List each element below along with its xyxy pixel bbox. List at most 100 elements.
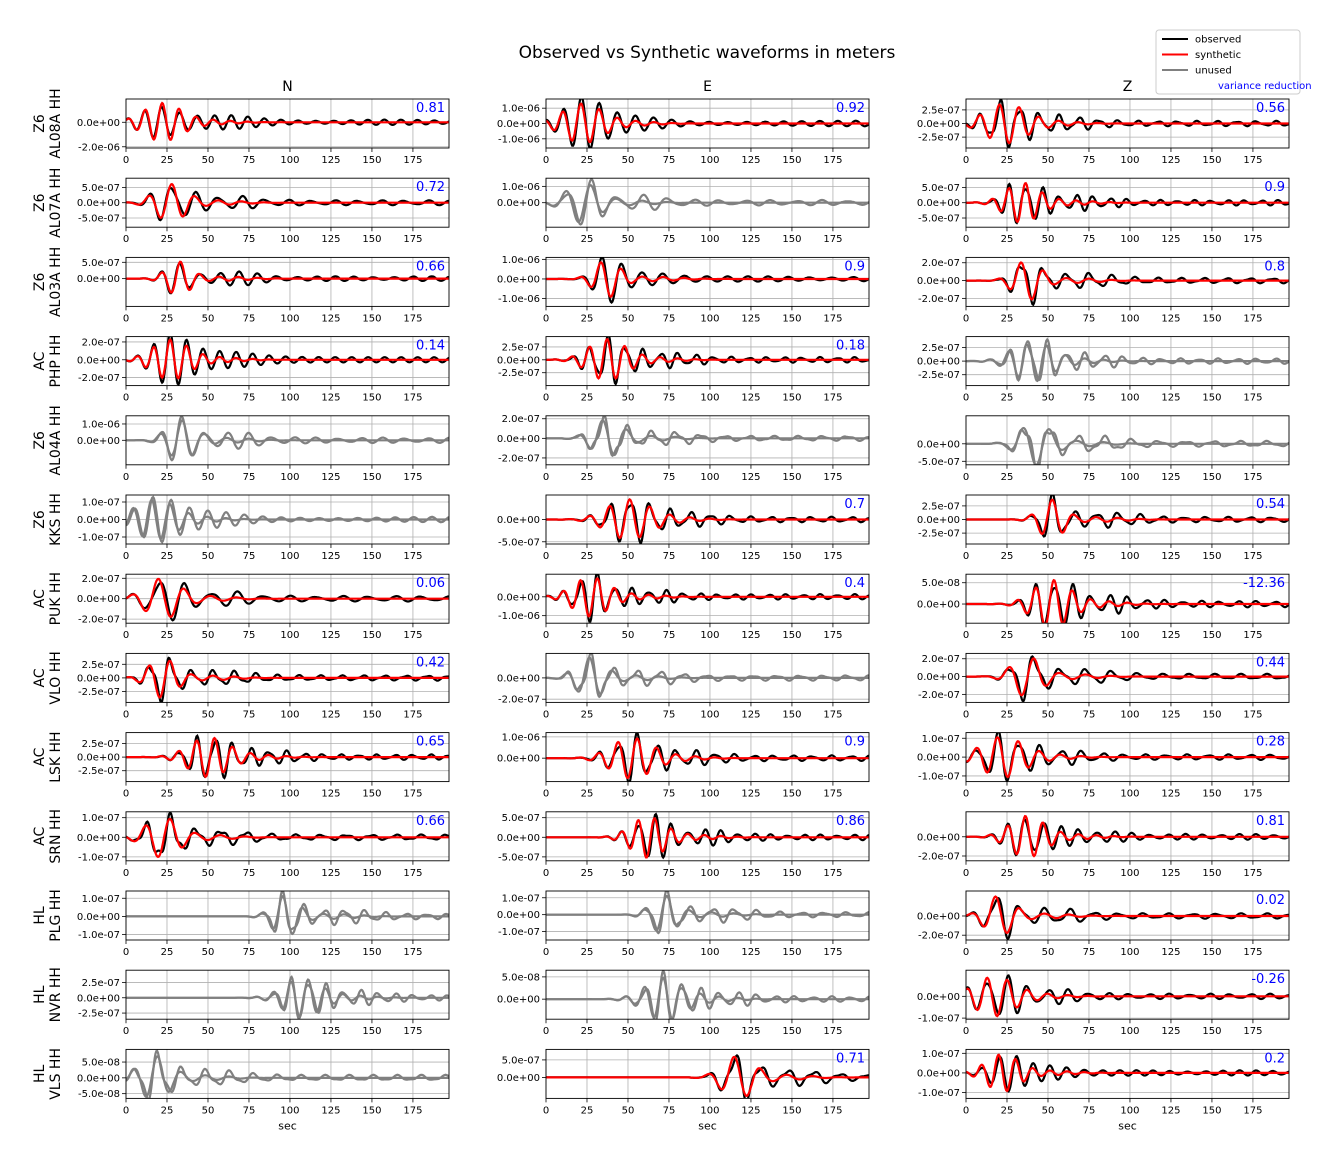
x-tick-label: 50	[1042, 472, 1055, 483]
station-label: ACPUK HH	[32, 572, 64, 625]
station-row: HLVLS HH 0 25 50 75 100 125 150 175 5.0e-08 0.0e+0…	[32, 1048, 1290, 1132]
legend-label-unused: unused	[1195, 66, 1232, 77]
x-tick-label: 100	[280, 1026, 299, 1037]
y-tick-label: -1.0e-07	[918, 1014, 960, 1025]
panel-frame	[545, 573, 870, 624]
y-tick-label: 5.0e-07	[502, 813, 540, 824]
x-tick-label: 25	[161, 789, 174, 800]
y-tick-label: 2.5e-07	[922, 501, 960, 512]
variance-reduction-value: 0.86	[836, 814, 865, 829]
panel-z: 0 25 50 75 100 125 150 175 0.0e+00 -2.0e-07 0.81	[917, 811, 1290, 879]
y-tick-label: -1.0e-07	[78, 533, 120, 544]
x-tick-label: 150	[1202, 630, 1221, 641]
unused-synthetic-waveform	[126, 978, 449, 1019]
x-tick-label: 50	[1042, 947, 1055, 958]
x-tick-label: 0	[543, 472, 549, 483]
x-tick-label: 125	[1161, 155, 1180, 166]
station-label: Z6KKS HH	[32, 493, 64, 546]
x-tick-label: 75	[1083, 155, 1096, 166]
panel-n: 0 25 50 75 100 125 150 175 1.0e-07 0.0e+00 -1.0e-0…	[77, 494, 450, 562]
x-tick-label: 25	[581, 709, 594, 720]
y-tick-label: 0.0e+00	[77, 993, 120, 1004]
x-tick-label: 175	[823, 155, 842, 166]
y-tick-label: 0.0e+00	[497, 1073, 540, 1084]
panel-z: 0 25 50 75 100 125 150 175 5.0e-08 0.0e+00 -12.36	[917, 573, 1290, 641]
x-tick-label: 25	[581, 472, 594, 483]
x-tick-label: 50	[622, 709, 635, 720]
observed-waveform	[126, 106, 449, 139]
panel-frame	[965, 811, 1290, 862]
station-label: ACPHP HH	[32, 335, 64, 388]
x-tick-label: 150	[1202, 947, 1221, 958]
x-tick-label: 50	[1042, 234, 1055, 245]
x-tick-label: 50	[202, 709, 215, 720]
x-tick-label: 25	[581, 551, 594, 562]
y-tick-label: 0.0e+00	[917, 753, 960, 764]
x-tick-label: 100	[1120, 630, 1139, 641]
x-tick-label: 125	[1161, 1105, 1180, 1116]
x-tick-label: 75	[663, 868, 676, 879]
x-tick-label: 0	[123, 1026, 129, 1037]
x-tick-label: 25	[161, 313, 174, 324]
y-tick-label: -2.5e-07	[918, 370, 960, 381]
x-tick-label: 125	[321, 630, 340, 641]
panel-z: 0 25 50 75 100 125 150 175 2.0e-07 0.0e+00 -2.0e-0…	[917, 256, 1290, 324]
station-label: Z6AL07A HH	[32, 168, 64, 238]
x-tick-label: 0	[543, 868, 549, 879]
x-tick-label: 175	[1243, 1105, 1262, 1116]
x-tick-label: 125	[321, 868, 340, 879]
x-tick-label: 100	[700, 155, 719, 166]
y-tick-label: -1.0e-06	[498, 611, 540, 622]
synthetic-waveform	[126, 577, 449, 618]
synthetic-waveform	[126, 337, 449, 380]
variance-reduction-value: 0.54	[1256, 497, 1285, 512]
y-tick-label: 0.0e+00	[497, 995, 540, 1006]
station-network: Z6	[32, 273, 48, 292]
x-tick-label: 0	[963, 1105, 969, 1116]
y-tick-label: 1.0e-07	[922, 734, 960, 745]
synthetic-waveform	[966, 261, 1289, 301]
x-tick-label: 50	[1042, 630, 1055, 641]
x-tick-label: 150	[782, 551, 801, 562]
x-tick-label: 50	[202, 393, 215, 404]
panel-n: 0 25 50 75 100 125 150 175 2.0e-07 0.0e+00 -2.0e-0…	[77, 573, 450, 641]
x-tick-label: 100	[1120, 1026, 1139, 1037]
x-tick-label: 25	[581, 313, 594, 324]
station-network: AC	[32, 668, 48, 687]
y-tick-label: 0.0e+00	[917, 276, 960, 287]
x-tick-label: 75	[1083, 709, 1096, 720]
y-tick-label: 0.0e+00	[497, 592, 540, 603]
x-tick-label: 0	[963, 1026, 969, 1037]
x-tick-label: 0	[963, 472, 969, 483]
x-tick-label: 25	[161, 472, 174, 483]
panel-frame	[545, 811, 870, 862]
unused-observed-waveform	[546, 891, 869, 935]
x-tick-label: 150	[362, 1026, 381, 1037]
observed-waveform	[966, 265, 1289, 307]
x-tick-label: 125	[1161, 313, 1180, 324]
x-tick-label: 25	[1001, 472, 1014, 483]
x-tick-label: 25	[581, 1026, 594, 1037]
x-tick-label: 150	[782, 630, 801, 641]
figure-title: Observed vs Synthetic waveforms in meter…	[519, 43, 896, 63]
unused-synthetic-waveform	[126, 894, 449, 936]
x-tick-label: 125	[1161, 234, 1180, 245]
x-tick-label: 150	[782, 947, 801, 958]
y-tick-label: 0.0e+00	[917, 198, 960, 209]
x-tick-label: 125	[1161, 709, 1180, 720]
station-network: Z6	[32, 193, 48, 212]
x-tick-label: 175	[403, 234, 422, 245]
y-tick-label: 0.0e+00	[917, 672, 960, 683]
station-code: AL08A HH	[48, 88, 64, 158]
x-tick-label: 100	[700, 947, 719, 958]
x-tick-label: 75	[1083, 551, 1096, 562]
y-tick-label: 0.0e+00	[917, 832, 960, 843]
x-tick-label: 175	[1243, 155, 1262, 166]
y-tick-label: 0.0e+00	[917, 600, 960, 611]
x-tick-label: 0	[543, 393, 549, 404]
x-tick-label: 75	[1083, 630, 1096, 641]
variance-reduction-value: 0.44	[1256, 655, 1285, 670]
x-tick-label: 100	[1120, 709, 1139, 720]
y-tick-label: 1.0e-06	[502, 104, 540, 115]
